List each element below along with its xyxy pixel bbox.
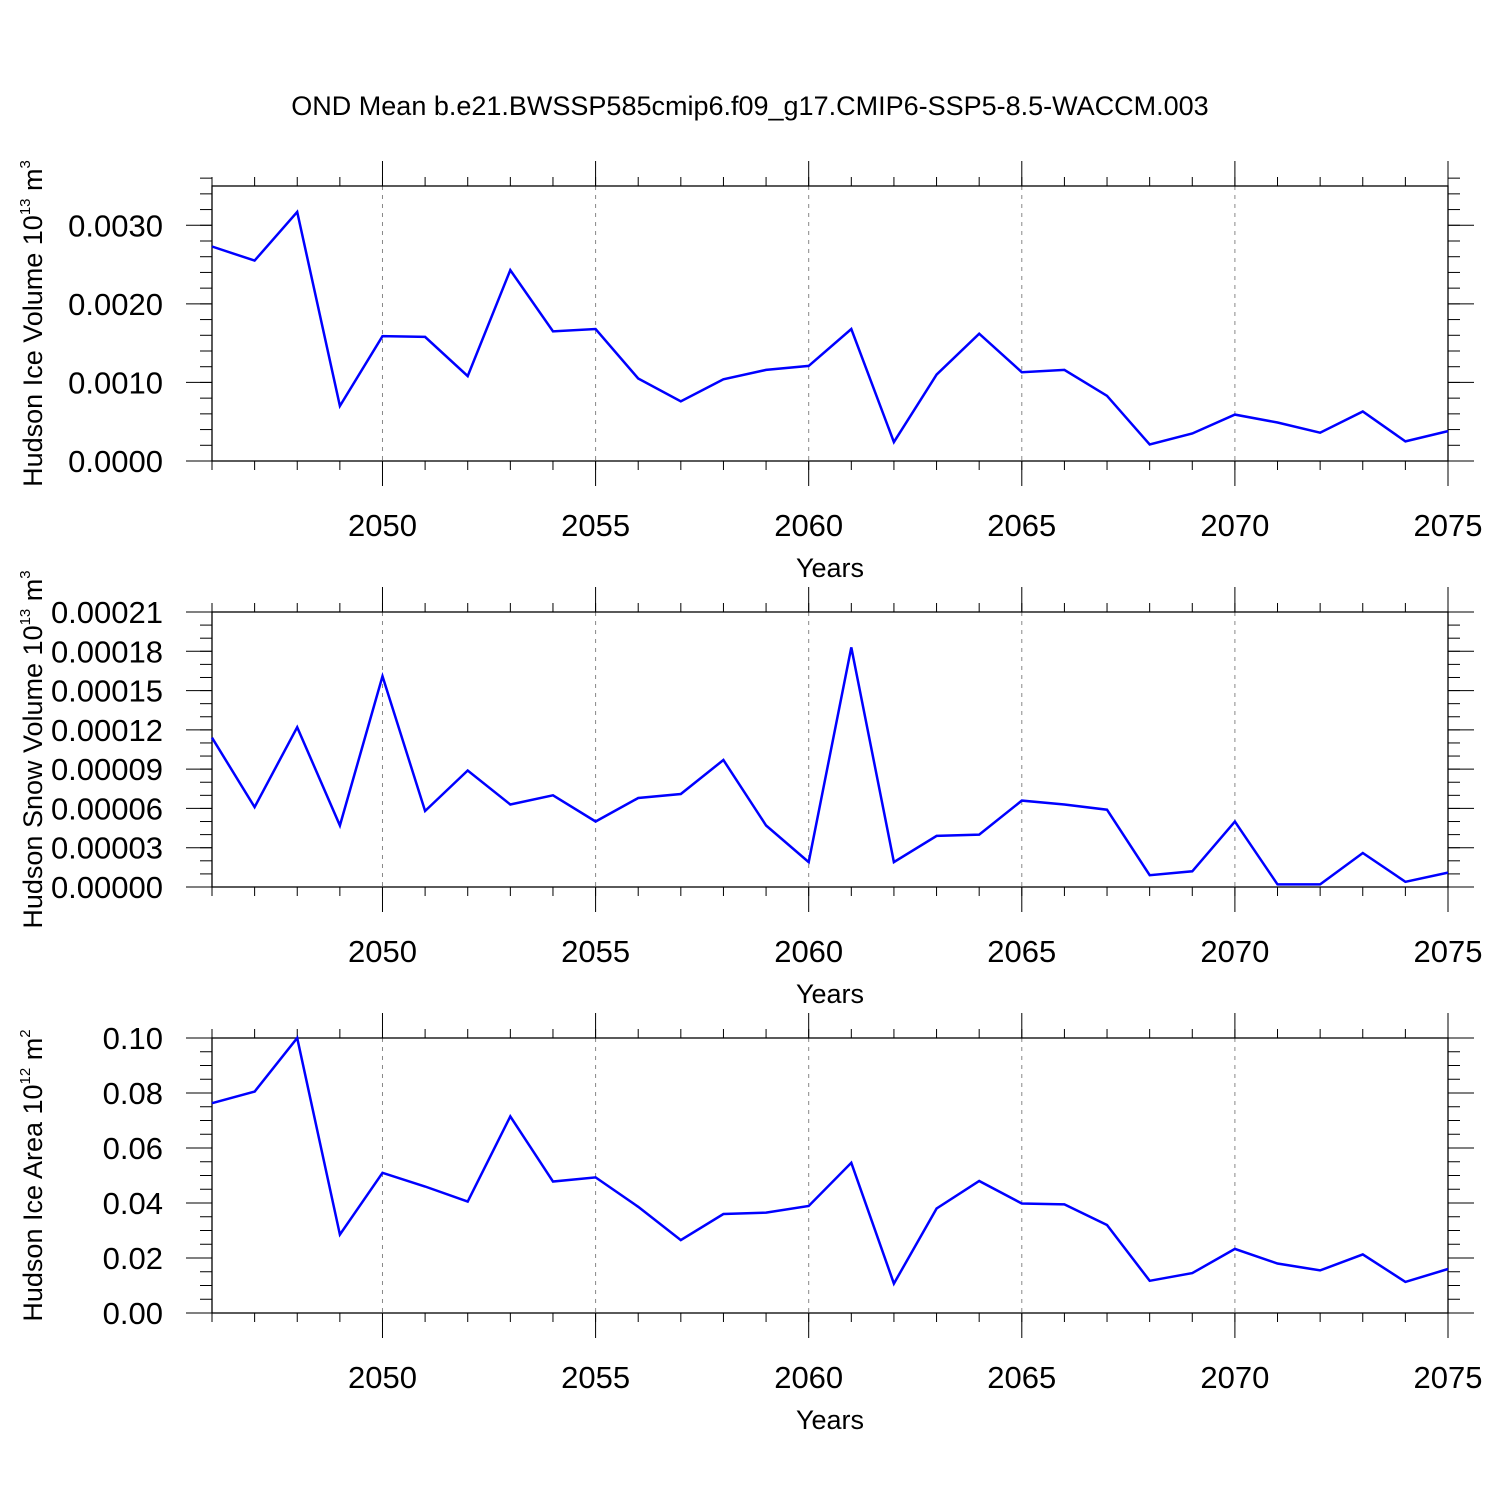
panel-2: 2050 2055 2060 2065 2070 2075 0.00000 0.00003 0.… [17,570,1482,1009]
panels: 2050 2055 2060 2065 2070 2075 0.0000 0.0010 0.00… [17,160,1482,1435]
x-tick-label: 2050 [348,934,417,969]
y-tick-label: 0.00021 [51,595,163,630]
y-tick-label: 0.00003 [51,831,163,866]
x-tick-label: 2060 [774,508,843,543]
series-line [211,1035,1449,1287]
x-tick-label: 2070 [1200,934,1269,969]
y-tick-label: 0.00006 [51,791,163,826]
plot-frame [211,611,1449,888]
x-tick-label: 2055 [561,934,630,969]
y-tick-label: 0.0000 [68,444,163,479]
x-tick-label: 2070 [1200,1360,1269,1395]
y-axis-title: Hudson Snow Volume 1013 m3 [17,570,48,928]
x-tick-label: 2075 [1414,934,1483,969]
x-axis-title: Years [796,1405,864,1435]
y-tick-label: 0.08 [103,1076,163,1111]
plot-frame [211,185,1449,462]
x-tick-label: 2055 [561,508,630,543]
x-tick-label: 2050 [348,1360,417,1395]
series-line [211,209,1449,446]
y-tick-label: 0.10 [103,1021,163,1056]
x-tick-label: 2055 [561,1360,630,1395]
x-tick-label: 2075 [1414,1360,1483,1395]
y-tick-label: 0.0030 [68,208,163,243]
y-tick-label: 0.00 [103,1296,163,1331]
panel-3: 2050 2055 2060 2065 2070 2075 0.00 0.02 0.04 0.06… [17,1013,1482,1435]
y-tick-label: 0.04 [103,1186,163,1221]
x-tick-label: 2060 [774,1360,843,1395]
x-tick-label: 2065 [987,508,1056,543]
x-tick-label: 2065 [987,1360,1056,1395]
series-line [210,647,1449,886]
x-axis-title: Years [796,553,864,583]
y-axis-title: Hudson Ice Area 1012 m2 [17,1029,48,1321]
x-tick-label: 2065 [987,934,1056,969]
panel-1: 2050 2055 2060 2065 2070 2075 0.0000 0.0010 0.00… [17,160,1482,583]
y-tick-label: 0.00000 [51,870,163,905]
x-tick-label: 2075 [1414,508,1483,543]
x-tick-label: 2050 [348,508,417,543]
y-axis-title: Hudson Ice Volume 1013 m3 [17,160,48,487]
y-tick-label: 0.00018 [51,634,163,669]
x-tick-label: 2060 [774,934,843,969]
x-axis-title: Years [796,979,864,1009]
y-tick-label: 0.00009 [51,752,163,787]
y-tick-label: 0.0020 [68,287,163,322]
y-tick-label: 0.00015 [51,674,163,709]
y-tick-label: 0.0010 [68,365,163,400]
plot-frame [211,1037,1449,1314]
y-tick-label: 0.00012 [51,713,163,748]
y-tick-label: 0.06 [103,1131,163,1166]
y-tick-label: 0.02 [103,1241,163,1276]
chart-title: OND Mean b.e21.BWSSP585cmip6.f09_g17.CMI… [291,91,1208,121]
x-tick-label: 2070 [1200,508,1269,543]
